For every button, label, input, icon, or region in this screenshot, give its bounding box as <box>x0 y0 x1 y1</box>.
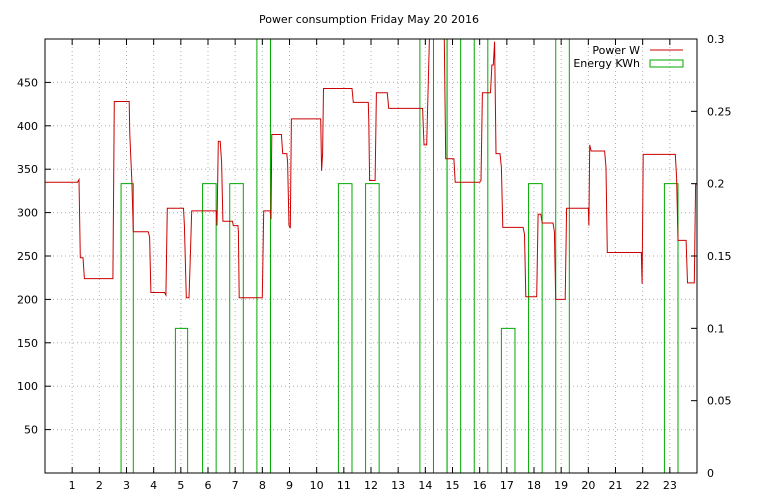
y-tick-label: 350 <box>17 163 38 176</box>
x-tick-label: 11 <box>337 479 351 492</box>
energy-kwh-series <box>120 38 679 473</box>
y-tick-label: 200 <box>17 293 38 306</box>
y2-tick-label: 0.1 <box>707 322 725 335</box>
y2-tick-label: 0.05 <box>707 395 732 408</box>
x-tick-label: 5 <box>177 479 184 492</box>
legend-label-energy: Energy KWh <box>573 57 640 70</box>
x-tick-label: 16 <box>473 479 487 492</box>
x-tick-label: 8 <box>259 479 266 492</box>
energy-bar <box>337 183 353 473</box>
x-tick-label: 19 <box>554 479 568 492</box>
x-tick-label: 21 <box>609 479 623 492</box>
x-tick-label: 14 <box>418 479 432 492</box>
x-tick-label: 4 <box>150 479 157 492</box>
y-tick-label: 450 <box>17 76 38 89</box>
x-tick-label: 15 <box>446 479 460 492</box>
energy-bar <box>174 327 189 473</box>
x-tick-label: 18 <box>527 479 541 492</box>
y-tick-label: 150 <box>17 337 38 350</box>
y-tick-label: 50 <box>24 424 38 437</box>
x-tick-label: 1 <box>69 479 76 492</box>
x-tick-label: 20 <box>581 479 595 492</box>
energy-bar <box>229 183 244 473</box>
axis-ticks: 1 2 3 4 5 6 7 8 9 10 11 12 13 14 15 16 17 18 19 20 21 22 23501… <box>17 33 732 492</box>
x-tick-label: 23 <box>663 479 677 492</box>
energy-bar <box>528 183 543 473</box>
energy-bar <box>120 183 134 473</box>
energy-bar <box>202 183 217 473</box>
x-tick-label: 3 <box>123 479 130 492</box>
x-tick-label: 22 <box>636 479 650 492</box>
y2-tick-label: 0.15 <box>707 250 732 263</box>
x-tick-label: 10 <box>310 479 324 492</box>
y-tick-label: 250 <box>17 250 38 263</box>
y2-tick-label: 0.25 <box>707 105 732 118</box>
energy-bar <box>365 183 380 473</box>
y2-tick-label: 0 <box>707 467 714 480</box>
y2-tick-label: 0.3 <box>707 33 725 46</box>
x-tick-label: 17 <box>500 479 514 492</box>
power-line <box>45 38 697 300</box>
y-tick-label: 300 <box>17 207 38 220</box>
energy-bar <box>256 38 271 473</box>
legend-swatch-energy <box>649 59 684 68</box>
legend: Power W Energy KWh <box>573 44 684 70</box>
x-tick-label: 13 <box>391 479 405 492</box>
energy-bar <box>500 327 516 473</box>
x-tick-label: 6 <box>205 479 212 492</box>
y2-tick-label: 0.2 <box>707 178 725 191</box>
x-tick-label: 12 <box>364 479 378 492</box>
energy-bar <box>663 183 679 473</box>
x-tick-label: 9 <box>286 479 293 492</box>
y-tick-label: 400 <box>17 120 38 133</box>
chart-title: Power consumption Friday May 20 2016 <box>259 13 479 26</box>
y-tick-label: 100 <box>17 380 38 393</box>
grid-lines <box>45 39 697 473</box>
power-w-series <box>45 38 697 300</box>
x-tick-label: 2 <box>96 479 103 492</box>
x-tick-label: 7 <box>232 479 239 492</box>
legend-label-power: Power W <box>592 44 640 57</box>
